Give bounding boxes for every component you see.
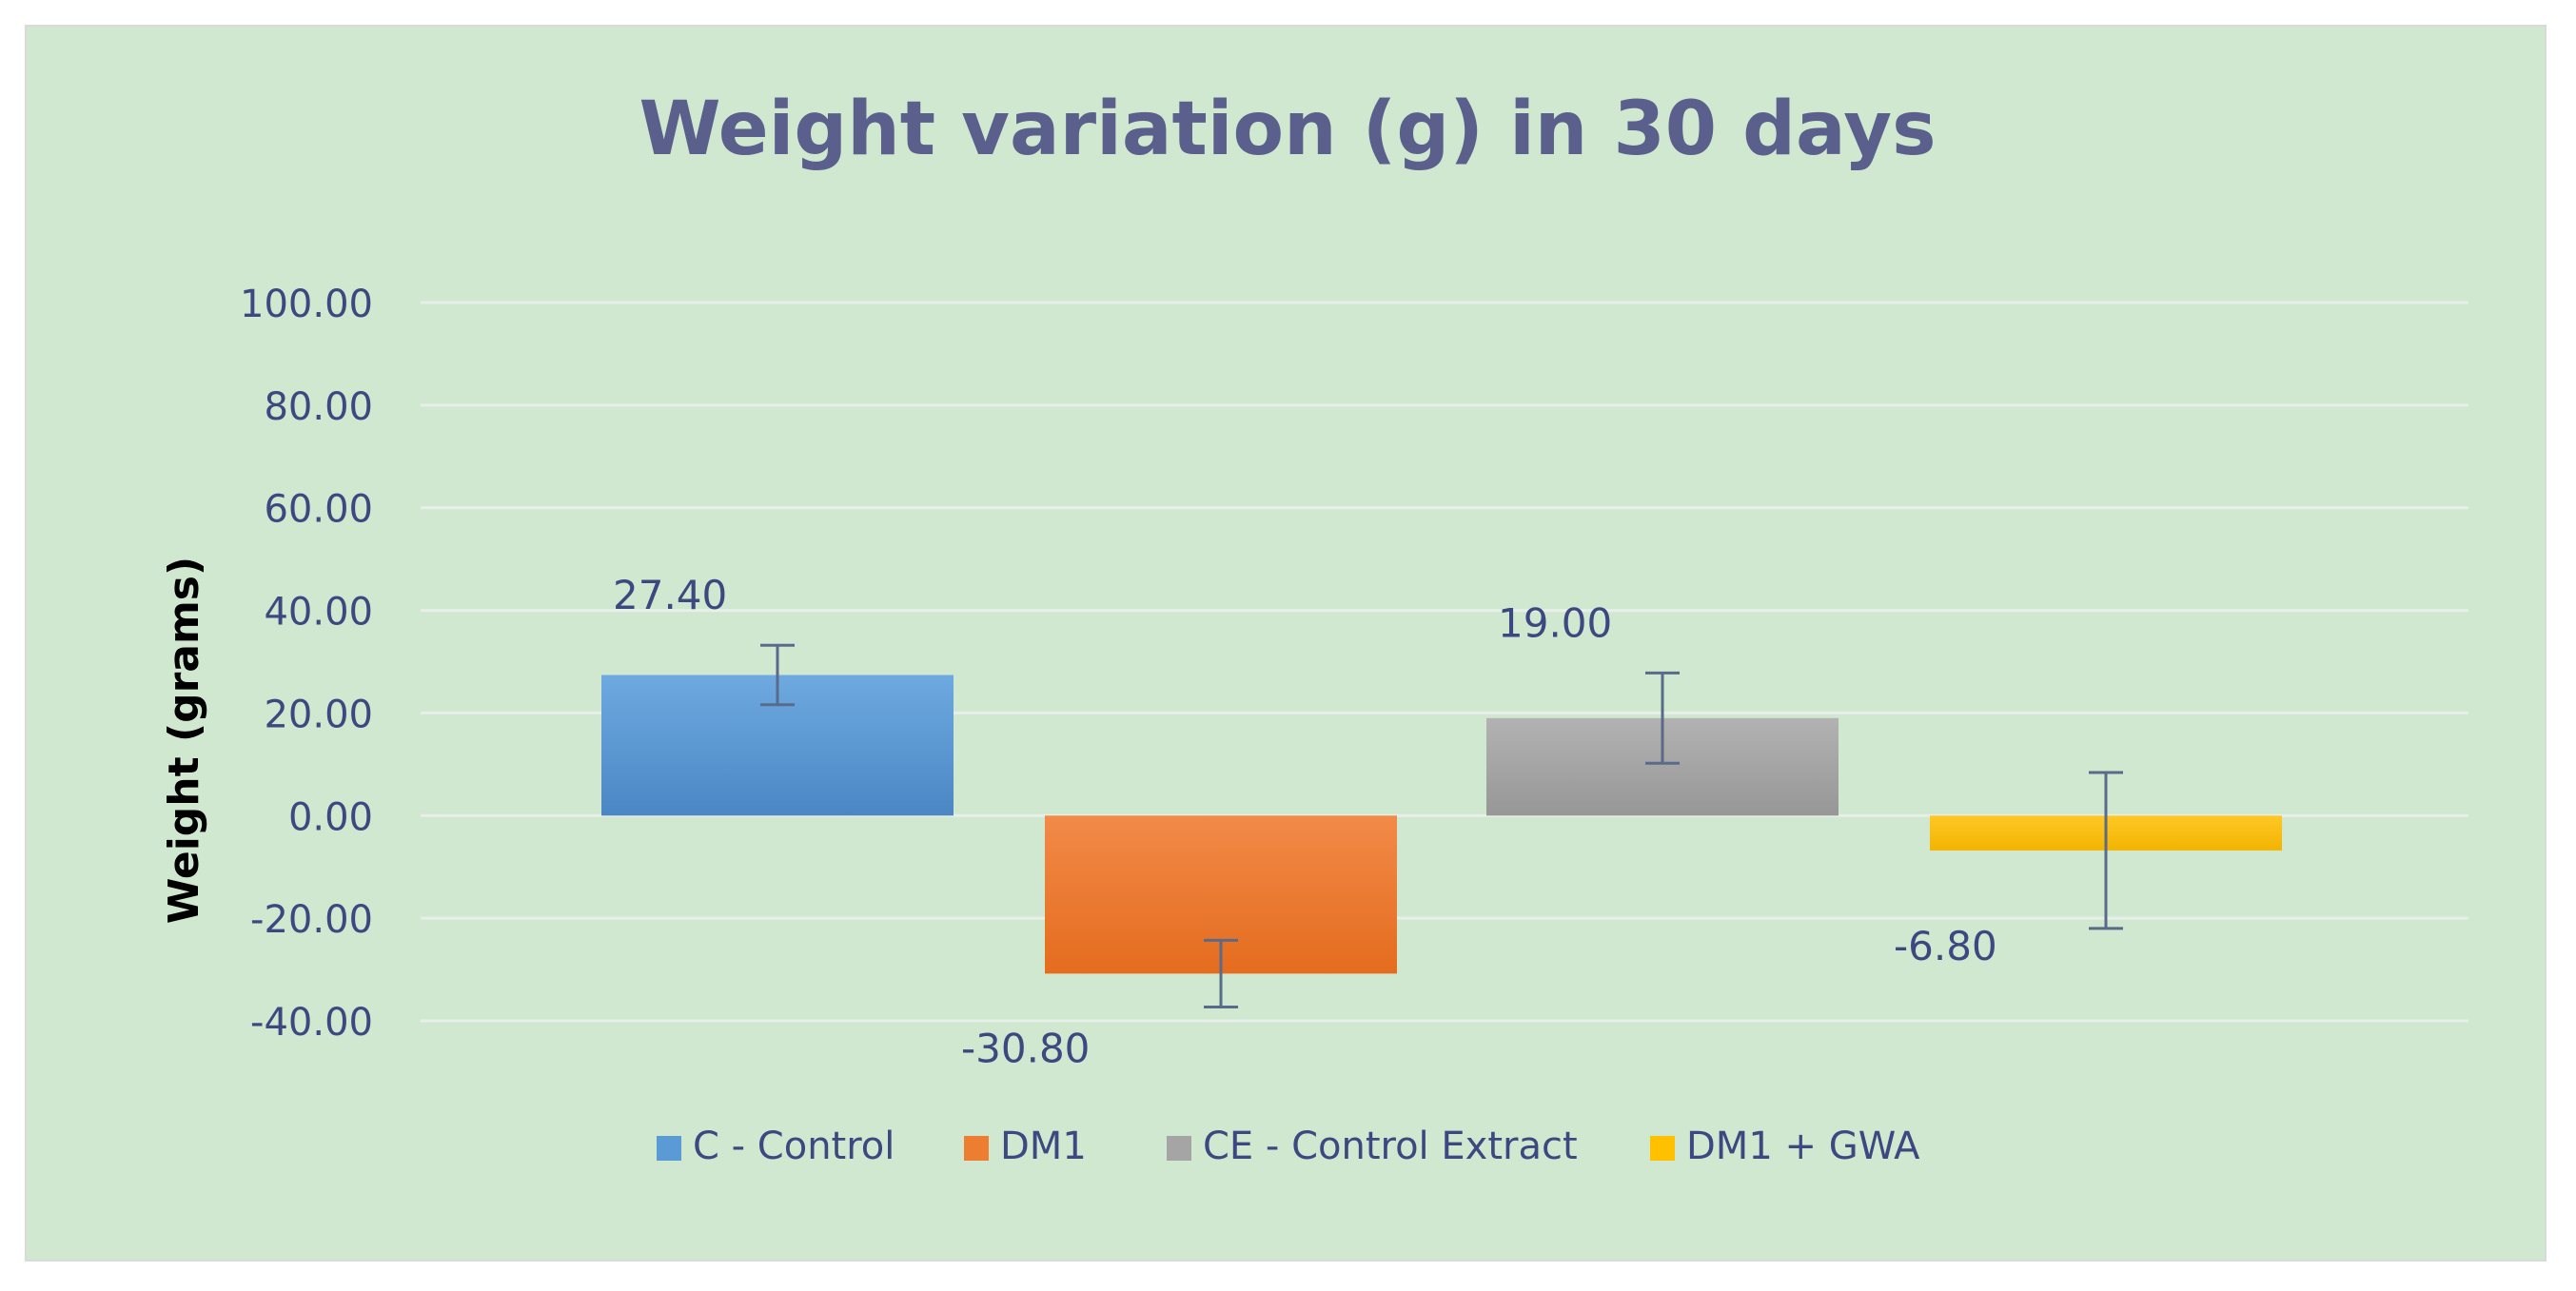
legend-swatch — [964, 1136, 989, 1161]
y-tick-label: 20.00 — [264, 693, 373, 736]
chart-area: Weight variation (g) in 30 days Weight (… — [25, 25, 2547, 1262]
data-label: 19.00 — [1498, 599, 1612, 646]
legend-label: CE - Control Extract — [1203, 1125, 1578, 1168]
gridlines — [421, 301, 2468, 1023]
legend-label: DM1 — [1000, 1125, 1087, 1168]
data-label: -6.80 — [1894, 923, 1997, 969]
data-label: -30.80 — [961, 1025, 1090, 1071]
y-tick-label: -20.00 — [250, 898, 373, 942]
error-bars — [760, 643, 2123, 1008]
y-axis-label: Weight (grams) — [160, 557, 208, 924]
y-tick-label: -40.00 — [250, 1001, 373, 1045]
data-label: 27.40 — [613, 572, 727, 618]
legend-swatch — [1650, 1136, 1675, 1161]
y-tick-label: 60.00 — [264, 488, 373, 532]
y-tick-label: 40.00 — [264, 591, 373, 635]
legend-swatch — [657, 1136, 681, 1161]
chart-title: Weight variation (g) in 30 days — [639, 87, 1936, 172]
bars — [601, 675, 2282, 974]
bar-chart: Weight variation (g) in 30 days Weight (… — [160, 87, 2468, 1168]
legend-swatch — [1167, 1136, 1191, 1161]
legend-label: DM1 + GWA — [1686, 1125, 1920, 1168]
y-tick-label: 80.00 — [264, 385, 373, 429]
data-labels: 27.40 -30.80 19.00 -6.80 — [613, 572, 1997, 1071]
legend: C - Control DM1 CE - Control Extract DM1 + … — [657, 1125, 1920, 1168]
y-tick-label: 0.00 — [288, 795, 373, 839]
y-tick-label: 100.00 — [240, 283, 373, 326]
legend-label: C - Control — [693, 1125, 895, 1168]
y-axis-ticks: 100.00 80.00 60.00 40.00 20.00 0.00 -20.00 -40.… — [240, 283, 373, 1045]
